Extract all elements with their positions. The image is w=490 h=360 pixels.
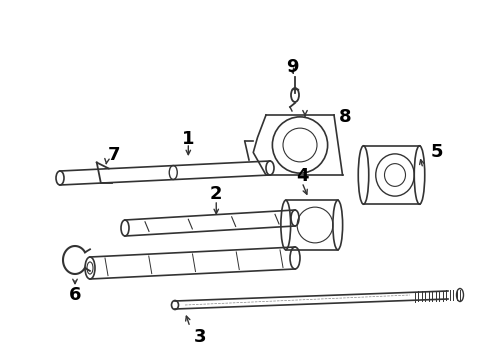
Text: 1: 1 [182,130,195,148]
Text: 5: 5 [431,143,443,161]
Text: 8: 8 [339,108,351,126]
Text: 6: 6 [69,286,81,304]
Text: 2: 2 [210,185,222,203]
Text: 3: 3 [194,328,206,346]
Text: 7: 7 [107,145,120,163]
Text: 4: 4 [296,167,308,185]
Text: 9: 9 [286,58,298,76]
